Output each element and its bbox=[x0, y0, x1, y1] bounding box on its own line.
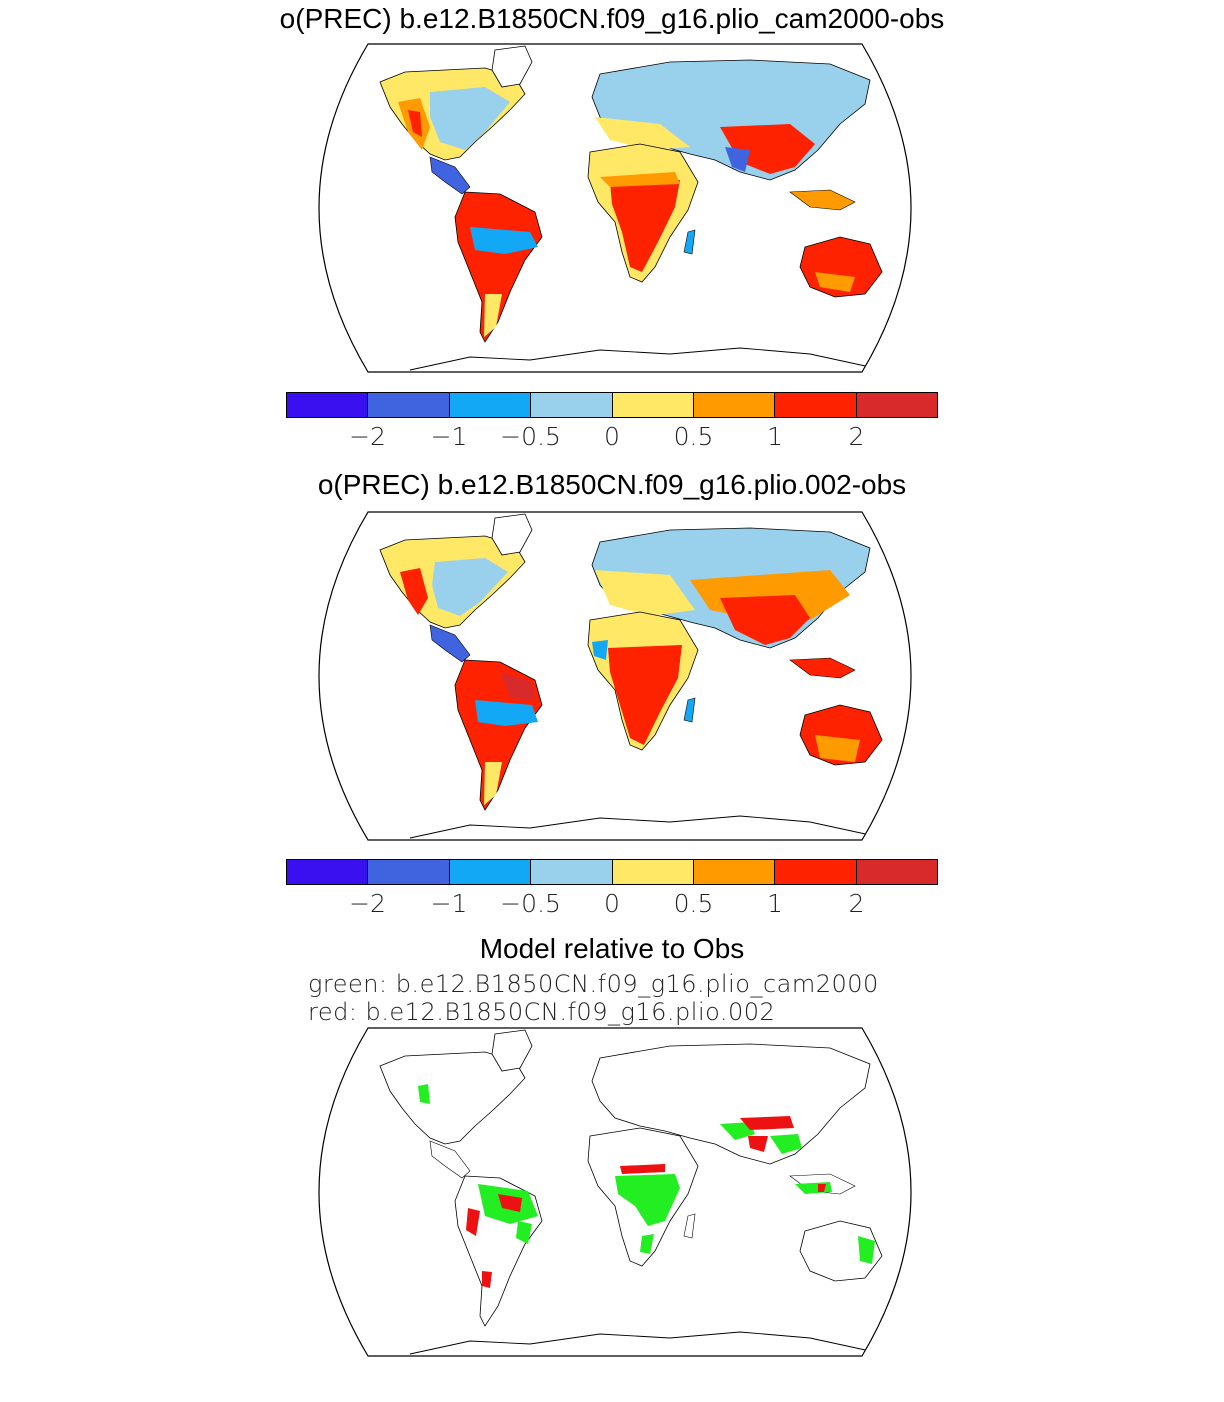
africa-orange-sahel bbox=[600, 172, 680, 187]
legend-green: green: b.e12.B1850CN.f09_g16.plio_cam200… bbox=[308, 970, 879, 998]
colorbar-1-segment bbox=[856, 393, 937, 417]
map-panel-comparison bbox=[318, 1027, 912, 1357]
antarctica-outline bbox=[409, 1331, 871, 1355]
australia-orange bbox=[815, 735, 860, 762]
colorbar-1-segment bbox=[693, 393, 776, 417]
colorbar-tick-label: −1 bbox=[430, 422, 468, 451]
colorbar-2-segment bbox=[856, 860, 937, 884]
colorbar-tick-label: 1 bbox=[767, 889, 783, 918]
madagascar bbox=[683, 697, 696, 723]
indonesia bbox=[789, 657, 856, 679]
panel-1-title: o(PREC) b.e12.B1850CN.f09_g16.plio_cam20… bbox=[279, 3, 945, 34]
greenland-outline bbox=[491, 1029, 533, 1072]
green-patch bbox=[516, 1221, 532, 1244]
australia-outline bbox=[799, 1220, 883, 1282]
na-east-light-blue bbox=[430, 87, 510, 150]
colorbar-1 bbox=[286, 392, 938, 418]
africa-red-band bbox=[610, 180, 680, 272]
colorbar-2-segment bbox=[368, 860, 450, 884]
colorbar-2-segment bbox=[775, 860, 857, 884]
green-patches bbox=[418, 1084, 875, 1264]
green-patch bbox=[858, 1236, 875, 1264]
colorbar-1-tick-labels: −2 −1 −0.5 0 0.5 1 2 bbox=[286, 422, 938, 452]
sa-blue-band bbox=[475, 700, 538, 726]
green-patch bbox=[640, 1234, 654, 1254]
colorbar-tick-label: −0.5 bbox=[500, 889, 561, 918]
red-patch bbox=[466, 1208, 480, 1236]
central-america bbox=[429, 624, 471, 663]
colorbar-2 bbox=[286, 859, 938, 885]
green-patch bbox=[418, 1084, 430, 1104]
panel-2-title: o(PREC) b.e12.B1850CN.f09_g16.plio.002-o… bbox=[317, 469, 907, 500]
colorbar-tick-label: −1 bbox=[430, 889, 468, 918]
red-patch bbox=[498, 1194, 522, 1212]
colorbar-2-segment bbox=[287, 860, 369, 884]
na-west-red bbox=[400, 568, 428, 615]
colorbar-tick-label: −2 bbox=[349, 889, 386, 918]
red-patch bbox=[482, 1271, 492, 1288]
antarctica-outline bbox=[409, 815, 871, 839]
colorbar-2-segment bbox=[531, 860, 613, 884]
greenland bbox=[491, 513, 533, 556]
australia-orange bbox=[815, 272, 855, 292]
green-patch bbox=[770, 1134, 802, 1154]
africa-red-band bbox=[608, 645, 682, 745]
red-patch bbox=[740, 1116, 794, 1130]
central-america-outline bbox=[429, 1140, 471, 1179]
sa-yellow-south bbox=[484, 762, 502, 805]
europe-yellow bbox=[595, 117, 690, 150]
eurasia-outline bbox=[591, 1043, 871, 1165]
colorbar-2-segment bbox=[449, 860, 532, 884]
colorbar-2-segment bbox=[693, 860, 776, 884]
greenland bbox=[491, 45, 533, 88]
sa-yellow-south bbox=[484, 294, 502, 337]
sa-blue-band bbox=[470, 227, 538, 254]
map-panel-1 bbox=[318, 43, 912, 373]
india-blue bbox=[725, 147, 750, 172]
green-patch bbox=[615, 1174, 680, 1226]
madagascar bbox=[683, 229, 696, 255]
europe-yellow bbox=[595, 570, 695, 616]
comparison-title: Model relative to Obs bbox=[479, 933, 745, 964]
indonesia bbox=[789, 189, 856, 211]
colorbar-tick-label: −2 bbox=[349, 422, 386, 451]
colorbar-1-segment bbox=[775, 393, 857, 417]
asia-red-region bbox=[720, 595, 810, 645]
red-patches bbox=[466, 1116, 826, 1288]
colorbar-1-segment bbox=[449, 393, 532, 417]
red-patch bbox=[818, 1184, 826, 1192]
na-west-red bbox=[408, 110, 422, 137]
colorbar-tick-label: 2 bbox=[848, 422, 865, 451]
colorbar-1-segment bbox=[287, 393, 369, 417]
red-patch bbox=[748, 1136, 768, 1152]
africa-blue-west bbox=[592, 640, 608, 660]
colorbar-2-tick-labels: −2 −1 −0.5 0 0.5 1 2 bbox=[286, 889, 938, 919]
antarctica-outline bbox=[409, 347, 871, 371]
central-america bbox=[429, 156, 471, 195]
colorbar-tick-label: 1 bbox=[767, 422, 783, 451]
red-patch bbox=[620, 1164, 665, 1174]
madagascar-outline bbox=[683, 1213, 696, 1239]
na-east-light-blue bbox=[432, 558, 508, 616]
colorbar-2-segment bbox=[612, 860, 694, 884]
colorbar-1-segment bbox=[368, 393, 450, 417]
colorbar-tick-label: 2 bbox=[848, 889, 865, 918]
colorbar-tick-label: 0 bbox=[604, 422, 620, 451]
legend-red: red: b.e12.B1850CN.f09_g16.plio.002 bbox=[308, 998, 776, 1026]
sa-dark-red-core bbox=[500, 672, 535, 700]
north-america-outline bbox=[379, 1051, 526, 1145]
colorbar-tick-label: 0 bbox=[604, 889, 620, 918]
colorbar-tick-label: −0.5 bbox=[500, 422, 561, 451]
colorbar-tick-label: 0.5 bbox=[673, 889, 714, 918]
colorbar-1-segment bbox=[612, 393, 694, 417]
colorbar-tick-label: 0.5 bbox=[673, 422, 714, 451]
colorbar-1-segment bbox=[531, 393, 613, 417]
green-patch bbox=[720, 1122, 755, 1140]
map-panel-2 bbox=[318, 511, 912, 841]
